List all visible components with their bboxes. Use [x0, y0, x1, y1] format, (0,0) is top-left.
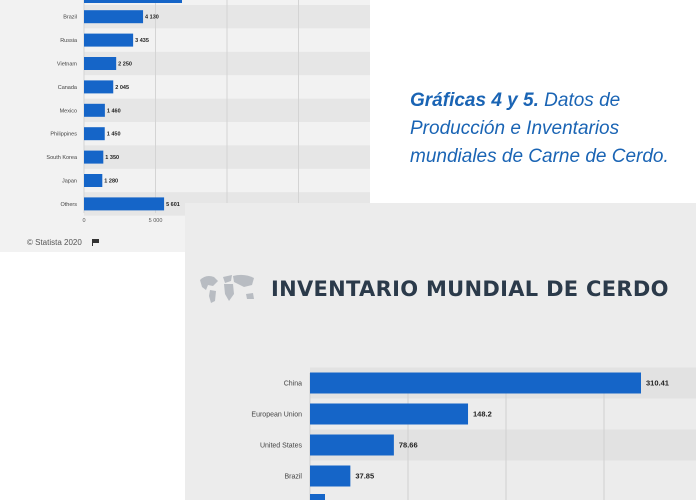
value-label: 5 601 [166, 202, 180, 208]
bar [84, 127, 105, 141]
bar [84, 197, 165, 211]
category-label: Others [60, 202, 77, 208]
value-label: 78.66 [399, 441, 418, 450]
bar [84, 80, 114, 94]
tick-label: 0 [82, 218, 85, 224]
value-label: 4 130 [145, 15, 159, 21]
bar [310, 372, 641, 394]
category-label: Brazil [284, 474, 302, 481]
caption-text: Datos de Producción e Inventarios mundia… [410, 90, 669, 167]
inventory-chart-title: INVENTARIO MUNDIAL DE CERDO [271, 277, 669, 301]
inventory-chart-panel: China 310.41 European Union 148.2 United Sta… [185, 203, 696, 500]
bar [84, 57, 117, 70]
inventory-chart: China 310.41 European Union 148.2 United Sta… [251, 367, 696, 500]
value-label: 1 460 [107, 108, 121, 114]
value-label: 1 450 [107, 132, 121, 138]
bar [84, 103, 105, 117]
world-map-icon [200, 274, 254, 303]
value-label: 37.85 [355, 472, 374, 481]
category-label: Canada [58, 85, 78, 91]
bar [84, 150, 104, 164]
figure-caption: Gráficas 4 y 5. Datos de Producción e In… [410, 87, 670, 171]
value-label: 2 250 [118, 62, 132, 68]
caption-label: Gráficas 4 y 5. [410, 90, 539, 111]
bar [310, 465, 351, 487]
flag-icon [92, 239, 100, 246]
bar [84, 10, 144, 24]
bar [310, 434, 394, 456]
value-label: 1 280 [104, 179, 118, 185]
category-label: Brazil [63, 15, 77, 21]
category-label: Mexico [60, 108, 77, 114]
bar-cropped [84, 0, 182, 3]
category-label: Russia [60, 38, 78, 44]
bar [84, 33, 134, 47]
category-label: United States [260, 443, 303, 450]
bar-cropped [310, 494, 325, 500]
category-label: Vietnam [57, 62, 77, 68]
bar [310, 403, 469, 425]
value-label: 1 350 [105, 155, 119, 161]
value-label: 3 435 [135, 38, 149, 44]
category-label: Philippines [50, 132, 77, 138]
value-label: 310.41 [646, 379, 669, 388]
value-label: 148.2 [473, 410, 492, 419]
tick-label: 5 000 [149, 218, 163, 224]
category-label: South Korea [46, 155, 78, 161]
category-label: China [284, 381, 302, 388]
category-label: European Union [251, 412, 302, 419]
value-label: 2 045 [115, 85, 129, 91]
chart-source: © Statista 2020 [27, 238, 82, 247]
category-label: Japan [62, 179, 77, 185]
bar [84, 174, 103, 187]
